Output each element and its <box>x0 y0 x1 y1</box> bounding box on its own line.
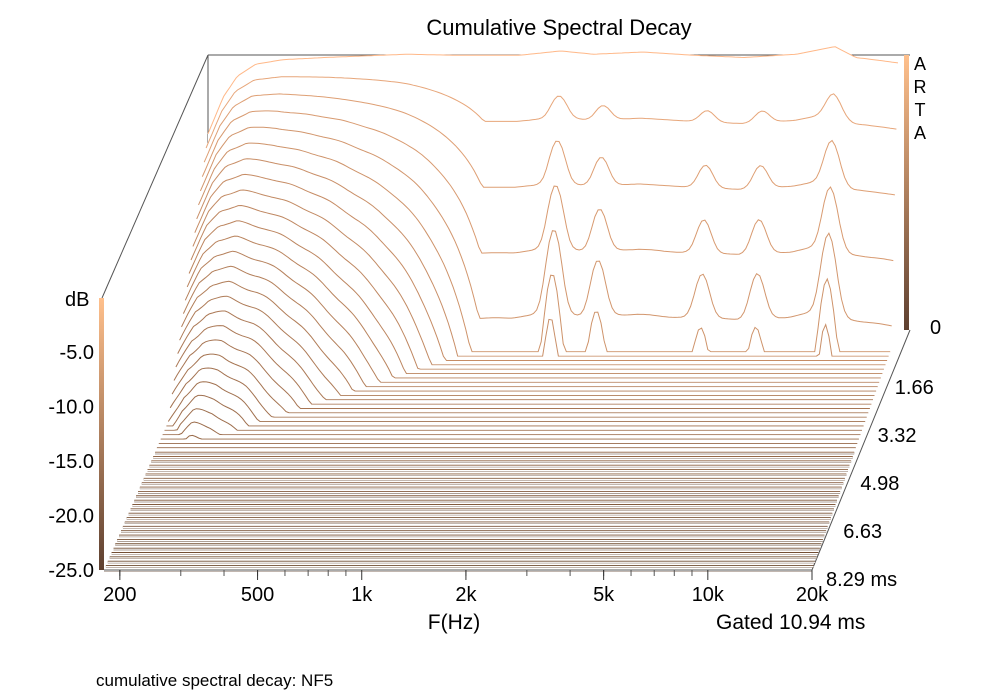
decay-slice <box>160 434 859 442</box>
z-tick-label: -20.0 <box>48 506 94 528</box>
z-tick-label: -15.0 <box>48 451 94 473</box>
z-axis-label: dB <box>65 289 89 311</box>
decay-slice <box>119 534 825 538</box>
chart-title: Cumulative Spectral Decay <box>426 15 691 40</box>
watermark-letter: R <box>914 77 927 97</box>
decay-slice <box>117 539 823 542</box>
decay-slice <box>115 543 822 546</box>
x-tick-label: 1k <box>351 584 373 606</box>
frame-right-diagonal <box>811 329 911 571</box>
decay-slice <box>153 456 853 459</box>
decay-slice <box>132 504 836 507</box>
decay-slice <box>162 421 861 437</box>
decay-slice <box>139 486 842 490</box>
decay-slice <box>141 482 844 485</box>
decay-slice <box>158 443 858 446</box>
decay-slice <box>130 508 834 511</box>
decay-slice <box>107 560 816 564</box>
decay-slice <box>111 552 819 555</box>
decay-slice <box>122 525 828 529</box>
x-tick-label: 2k <box>455 584 477 606</box>
frame-left-diagonal <box>101 54 209 299</box>
time-tick-label: 4.98 <box>860 473 899 495</box>
watermark-letter: A <box>914 123 926 143</box>
z-tick-label: -25.0 <box>48 560 94 582</box>
decay-slice <box>121 530 827 533</box>
decay-slice <box>145 473 847 476</box>
z-axis-zero-label: 0 <box>930 317 941 339</box>
x-tick-label: 20k <box>796 584 829 606</box>
decay-slice <box>126 517 831 520</box>
x-tick-label: 10k <box>692 584 725 606</box>
decay-slice <box>147 469 848 472</box>
time-tick-label: 1.66 <box>895 377 934 399</box>
watermark-letter: T <box>915 100 926 120</box>
decay-slice <box>105 565 814 568</box>
z-axis-color-bar <box>99 298 104 570</box>
decay-slice <box>149 464 850 468</box>
decay-slice <box>124 521 830 524</box>
x-axis-label: F(Hz) <box>428 611 480 634</box>
x-axis: 200 500 1k 2k 5k 10k 20k <box>103 569 829 606</box>
time-tick-label: 6.63 <box>843 521 882 543</box>
decay-slice <box>164 408 863 433</box>
x-tick-label: 500 <box>241 584 274 606</box>
z-tick-label: -10.0 <box>48 397 94 419</box>
time-tick-label: 3.32 <box>878 425 917 447</box>
x-tick-label: 5k <box>593 584 615 606</box>
decay-slice <box>128 512 833 516</box>
time-axis: 1.66 3.32 4.98 6.63 8.29 ms <box>826 377 934 591</box>
decay-slice <box>109 556 817 559</box>
decay-slice <box>138 491 841 494</box>
decay-slice <box>166 394 864 428</box>
caption: cumulative spectral decay: NF5 <box>96 671 333 690</box>
decay-slice <box>155 451 855 455</box>
time-tick-label: 8.29 ms <box>826 569 897 591</box>
gated-label: Gated 10.94 ms <box>716 611 865 634</box>
decay-slice <box>143 477 845 481</box>
decay-slice <box>113 547 820 551</box>
decay-slice <box>151 460 852 463</box>
watermark-letter: A <box>914 54 926 74</box>
decay-slice <box>136 495 839 498</box>
x-tick-label: 200 <box>103 584 136 606</box>
decay-slice <box>156 447 856 450</box>
z-tick-label: -5.0 <box>60 342 94 364</box>
z-axis: -5.0 -10.0 -15.0 -20.0 -25.0 <box>48 342 94 582</box>
decay-slices <box>104 46 899 572</box>
back-axis-color-bar <box>904 55 909 330</box>
decay-slice <box>134 499 838 503</box>
